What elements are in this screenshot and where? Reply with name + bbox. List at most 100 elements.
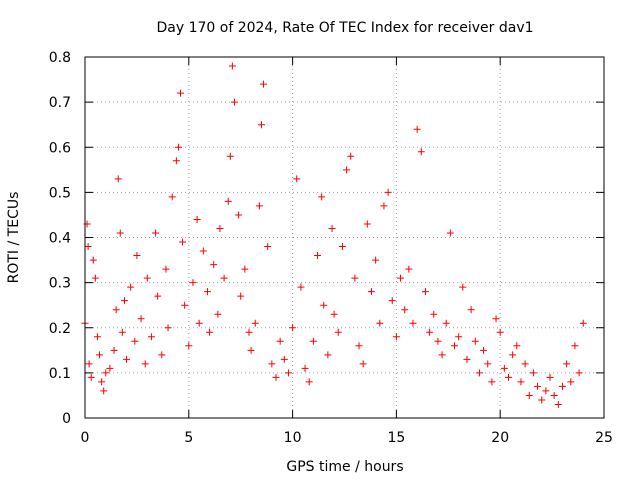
data-point bbox=[276, 337, 284, 345]
data-points bbox=[81, 62, 587, 408]
grid-lines bbox=[85, 57, 604, 418]
data-point bbox=[284, 369, 292, 377]
data-point bbox=[89, 256, 97, 264]
data-point bbox=[363, 220, 371, 228]
data-point bbox=[112, 306, 120, 314]
data-point bbox=[102, 369, 110, 377]
data-point bbox=[230, 98, 238, 106]
data-point bbox=[185, 342, 193, 350]
data-point bbox=[147, 333, 155, 341]
y-tick-label: 0.8 bbox=[49, 50, 71, 66]
data-point bbox=[226, 152, 234, 160]
data-point bbox=[164, 324, 172, 332]
data-point bbox=[96, 351, 104, 359]
data-point bbox=[251, 319, 259, 327]
data-point bbox=[143, 274, 151, 282]
data-point bbox=[314, 252, 322, 260]
data-point bbox=[210, 261, 218, 269]
data-point bbox=[255, 202, 263, 210]
data-point bbox=[392, 333, 400, 341]
data-point bbox=[224, 197, 232, 205]
data-point bbox=[567, 378, 575, 386]
data-point bbox=[193, 215, 201, 223]
data-point bbox=[480, 346, 488, 354]
data-point bbox=[397, 274, 405, 282]
data-point bbox=[571, 342, 579, 350]
data-point bbox=[237, 292, 245, 300]
data-point bbox=[280, 355, 288, 363]
data-point bbox=[301, 364, 309, 372]
data-point bbox=[388, 297, 396, 305]
data-point bbox=[320, 301, 328, 309]
x-tick-label: 25 bbox=[595, 430, 613, 446]
data-point bbox=[106, 364, 114, 372]
data-point bbox=[114, 175, 122, 183]
data-point bbox=[181, 301, 189, 309]
data-point bbox=[500, 364, 508, 372]
y-tick-label: 0.4 bbox=[49, 231, 71, 247]
data-point bbox=[529, 369, 537, 377]
data-point bbox=[272, 373, 280, 381]
data-point bbox=[467, 306, 475, 314]
data-point bbox=[203, 288, 211, 296]
data-point bbox=[484, 360, 492, 368]
data-point bbox=[554, 400, 562, 408]
data-point bbox=[199, 247, 207, 255]
data-point bbox=[85, 360, 93, 368]
y-tick-label: 0.1 bbox=[49, 366, 71, 382]
data-point bbox=[257, 121, 265, 129]
y-tick-label: 0.5 bbox=[49, 185, 71, 201]
data-point bbox=[324, 351, 332, 359]
x-tick-label: 20 bbox=[491, 430, 509, 446]
data-point bbox=[131, 337, 139, 345]
x-tick-label: 10 bbox=[284, 430, 302, 446]
data-point bbox=[123, 355, 131, 363]
data-point bbox=[413, 125, 421, 133]
data-point bbox=[87, 373, 95, 381]
data-point bbox=[384, 188, 392, 196]
data-point bbox=[118, 328, 126, 336]
data-point bbox=[430, 310, 438, 318]
data-point bbox=[525, 391, 533, 399]
data-point bbox=[98, 378, 106, 386]
data-point bbox=[563, 360, 571, 368]
data-point bbox=[558, 382, 566, 390]
data-point bbox=[174, 143, 182, 151]
data-point bbox=[127, 283, 135, 291]
data-point bbox=[328, 224, 336, 232]
data-point bbox=[334, 328, 342, 336]
data-point bbox=[401, 306, 409, 314]
data-point bbox=[84, 243, 92, 251]
data-point bbox=[351, 274, 359, 282]
data-point bbox=[451, 342, 459, 350]
data-point bbox=[380, 202, 388, 210]
x-tick-label: 5 bbox=[184, 430, 193, 446]
data-point bbox=[459, 283, 467, 291]
data-point bbox=[409, 319, 417, 327]
data-point bbox=[455, 333, 463, 341]
data-point bbox=[542, 387, 550, 395]
data-point bbox=[289, 324, 297, 332]
data-point bbox=[116, 229, 124, 237]
data-point bbox=[228, 62, 236, 70]
chart-title: Day 170 of 2024, Rate Of TEC Index for r… bbox=[156, 20, 533, 36]
data-point bbox=[505, 373, 513, 381]
data-point bbox=[550, 391, 558, 399]
data-point bbox=[189, 279, 197, 287]
data-point bbox=[245, 328, 253, 336]
y-tick-label: 0 bbox=[62, 411, 71, 427]
data-point bbox=[330, 310, 338, 318]
data-point bbox=[162, 265, 170, 273]
data-point bbox=[405, 265, 413, 273]
data-point bbox=[176, 89, 184, 97]
data-point bbox=[100, 387, 108, 395]
data-point bbox=[347, 152, 355, 160]
data-point bbox=[152, 229, 160, 237]
data-point bbox=[137, 315, 145, 323]
data-point bbox=[534, 382, 542, 390]
y-tick-label: 0.2 bbox=[49, 321, 71, 337]
data-point bbox=[575, 369, 583, 377]
data-point bbox=[158, 351, 166, 359]
data-point bbox=[206, 328, 214, 336]
data-point bbox=[538, 396, 546, 404]
